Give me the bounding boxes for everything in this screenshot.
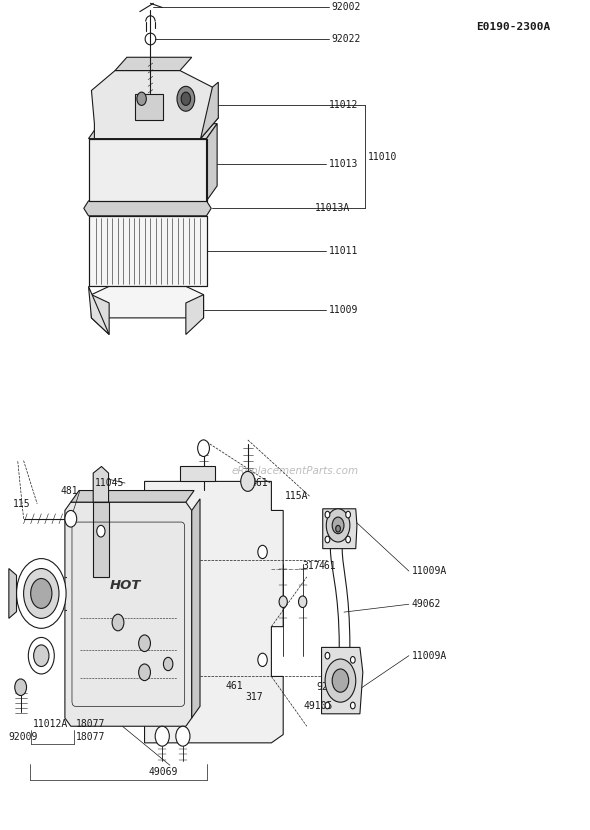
Text: eReplacementParts.com: eReplacementParts.com (231, 466, 359, 476)
Text: 49069: 49069 (149, 767, 178, 777)
Polygon shape (88, 124, 217, 139)
Text: 11009A: 11009A (412, 566, 447, 576)
Polygon shape (84, 201, 211, 216)
Text: 461: 461 (319, 561, 336, 571)
Polygon shape (322, 647, 363, 714)
Text: 49105: 49105 (304, 701, 333, 710)
Circle shape (97, 525, 105, 537)
Text: 49062: 49062 (412, 599, 441, 609)
Circle shape (350, 657, 355, 663)
Polygon shape (9, 569, 17, 618)
Text: 115A: 115A (285, 491, 309, 501)
Circle shape (336, 525, 340, 532)
Circle shape (326, 509, 350, 542)
Circle shape (155, 726, 169, 746)
Text: 481: 481 (60, 486, 78, 496)
Circle shape (325, 652, 330, 659)
Circle shape (181, 92, 191, 105)
Circle shape (65, 510, 77, 527)
Circle shape (332, 517, 344, 534)
Polygon shape (192, 499, 200, 718)
Text: 92002: 92002 (332, 2, 361, 12)
Circle shape (325, 511, 330, 518)
Text: E0190-2300A: E0190-2300A (476, 22, 550, 32)
Circle shape (112, 614, 124, 631)
Polygon shape (88, 139, 206, 201)
Text: 18077: 18077 (76, 719, 106, 729)
Text: 11009: 11009 (329, 305, 358, 315)
Text: 92022: 92022 (332, 34, 361, 44)
Circle shape (258, 545, 267, 559)
Text: 92009: 92009 (316, 682, 346, 692)
Polygon shape (206, 124, 217, 201)
Text: HOT: HOT (110, 579, 142, 592)
Circle shape (346, 511, 350, 518)
Circle shape (17, 559, 66, 628)
Circle shape (34, 645, 49, 666)
Circle shape (137, 92, 146, 105)
Circle shape (325, 702, 330, 709)
Circle shape (139, 635, 150, 652)
Polygon shape (88, 286, 109, 334)
Circle shape (279, 596, 287, 608)
Circle shape (139, 664, 150, 681)
Polygon shape (91, 286, 204, 318)
Polygon shape (91, 71, 218, 139)
Circle shape (24, 569, 59, 618)
Polygon shape (115, 57, 192, 71)
Text: 11013A: 11013A (315, 203, 350, 213)
Text: 11009A: 11009A (412, 651, 447, 661)
Polygon shape (71, 491, 194, 502)
Polygon shape (186, 295, 204, 334)
Polygon shape (201, 82, 218, 139)
Circle shape (332, 669, 349, 692)
Text: 11013: 11013 (329, 159, 358, 168)
Circle shape (28, 637, 54, 674)
Circle shape (350, 702, 355, 709)
Polygon shape (145, 481, 283, 743)
Circle shape (325, 659, 356, 702)
Circle shape (258, 653, 267, 666)
Text: 11010: 11010 (368, 152, 398, 162)
Text: 18077: 18077 (76, 732, 106, 742)
Text: 11012A: 11012A (32, 719, 68, 729)
Circle shape (177, 86, 195, 111)
Circle shape (241, 471, 255, 491)
Polygon shape (91, 295, 109, 334)
Polygon shape (323, 509, 357, 549)
Text: 461: 461 (225, 681, 243, 691)
Polygon shape (88, 216, 206, 286)
Polygon shape (93, 466, 109, 502)
Text: 461: 461 (251, 478, 268, 488)
Circle shape (325, 536, 330, 543)
Text: 11011: 11011 (329, 246, 358, 256)
Text: 92009: 92009 (8, 732, 38, 742)
Circle shape (15, 679, 27, 696)
Text: 11012: 11012 (329, 100, 358, 110)
Circle shape (198, 440, 209, 457)
Text: 317: 317 (303, 561, 320, 571)
Circle shape (31, 579, 52, 608)
Polygon shape (65, 502, 192, 726)
Bar (180, 466, 215, 481)
Text: 317: 317 (245, 692, 263, 702)
Text: 11045: 11045 (94, 478, 124, 488)
Circle shape (176, 726, 190, 746)
Polygon shape (93, 502, 109, 577)
Text: 115: 115 (13, 499, 31, 509)
Circle shape (163, 657, 173, 671)
Circle shape (299, 596, 307, 608)
Circle shape (346, 536, 350, 543)
Bar (135, 94, 163, 120)
